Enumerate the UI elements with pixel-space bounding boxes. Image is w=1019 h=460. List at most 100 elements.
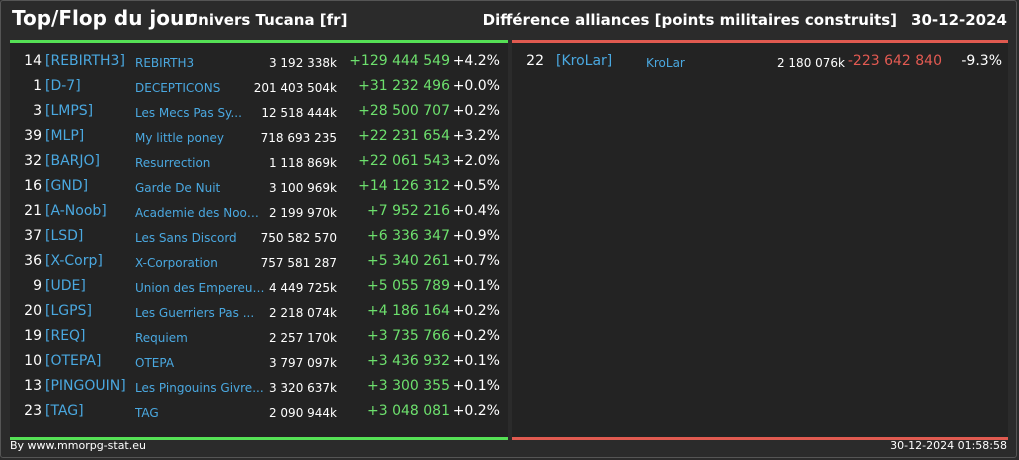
points-cell: 1 118 869k: [268, 156, 337, 170]
percent-cell: +0.1%: [452, 378, 500, 394]
alliance-tag-link[interactable]: [X-Corp]: [45, 253, 103, 269]
points-cell: 4 449 725k: [268, 281, 337, 295]
rank-cell: 9: [33, 278, 42, 294]
points-cell: 2 199 970k: [268, 206, 337, 220]
table-row: 36 [X-Corp] X-Corporation 757 581 287 +5 340…: [10, 247, 508, 272]
alliance-name-link[interactable]: Les Pingouins Givre...: [135, 381, 264, 395]
percent-cell: +0.2%: [452, 103, 500, 119]
top-panel: 14 [REBIRTH3] REBIRTH3 3 192 338k +129 444 5…: [10, 40, 508, 440]
alliance-tag-link[interactable]: [KroLar]: [556, 53, 613, 69]
table-row: 20 [LGPS] Les Guerriers Pas ... 2 218 074k +…: [10, 297, 508, 322]
alliance-name-link[interactable]: Resurrection: [135, 156, 211, 170]
footer-timestamp: 30-12-2024 01:58:58: [890, 439, 1007, 452]
alliance-name-link[interactable]: Union des Empereur...: [135, 281, 265, 295]
difference-cell: +5 340 261: [367, 253, 450, 269]
alliance-tag-link[interactable]: [LSD]: [45, 228, 84, 244]
rank-cell: 39: [24, 128, 42, 144]
alliance-name-link[interactable]: Les Sans Discord: [135, 231, 237, 245]
points-cell: 12 518 444k: [261, 106, 337, 120]
alliance-name-link[interactable]: X-Corporation: [135, 256, 218, 270]
alliance-tag-link[interactable]: [REQ]: [45, 328, 86, 344]
table-row: 39 [MLP] My little poney 718 693 235 +22 231…: [10, 122, 508, 147]
difference-cell: +6 336 347: [367, 228, 450, 244]
alliance-name-link[interactable]: Les Mecs Pas Sy...: [135, 106, 242, 120]
alliance-name-link[interactable]: Les Guerriers Pas ...: [135, 306, 255, 320]
percent-cell: +0.9%: [452, 228, 500, 244]
difference-cell: +22 061 543: [358, 153, 450, 169]
alliance-tag-link[interactable]: [REBIRTH3]: [45, 53, 125, 69]
points-cell: 2 218 074k: [268, 306, 337, 320]
rank-cell: 1: [33, 78, 42, 94]
header-date: 30-12-2024: [911, 11, 1007, 29]
difference-cell: -223 642 840: [847, 53, 942, 69]
points-cell: 3 192 338k: [268, 56, 337, 70]
difference-cell: +7 952 216: [367, 203, 450, 219]
alliance-tag-link[interactable]: [D-7]: [45, 78, 81, 94]
alliance-name-link[interactable]: Academie des Noob...: [135, 206, 265, 220]
alliance-name-link[interactable]: REBIRTH3: [135, 56, 195, 70]
table-row: 16 [GND] Garde De Nuit 3 100 969k +14 126 31…: [10, 172, 508, 197]
alliance-name-link[interactable]: TAG: [135, 406, 159, 420]
table-row: 37 [LSD] Les Sans Discord 750 582 570 +6 336…: [10, 222, 508, 247]
points-cell: 2 090 944k: [268, 406, 337, 420]
alliance-name-link[interactable]: DECEPTICONS: [135, 81, 221, 95]
points-cell: 757 581 287: [260, 256, 337, 270]
difference-cell: +3 735 766: [367, 328, 450, 344]
alliance-tag-link[interactable]: [GND]: [45, 178, 89, 194]
difference-cell: +129 444 549: [349, 53, 450, 69]
universe-label: Univers Tucana [fr]: [186, 11, 348, 29]
table-row: 1 [D-7] DECEPTICONS 201 403 504k +31 232 496…: [10, 72, 508, 97]
difference-cell: +3 436 932: [367, 353, 450, 369]
points-cell: 3 320 637k: [268, 381, 337, 395]
difference-cell: +14 126 312: [358, 178, 450, 194]
alliance-name-link[interactable]: Requiem: [135, 331, 188, 345]
alliance-name-link[interactable]: KroLar: [646, 56, 685, 70]
percent-cell: +0.1%: [452, 278, 500, 294]
footer-credit[interactable]: By www.mmorpg-stat.eu: [10, 439, 146, 452]
table-row: 23 [TAG] TAG 2 090 944k +3 048 081 +0.2%: [10, 397, 508, 422]
alliance-tag-link[interactable]: [LGPS]: [45, 303, 92, 319]
table-row: 22 [KroLar] KroLar 2 180 076k -223 642 840 -9…: [512, 47, 1008, 72]
header-right: Différence alliances [points militaires …: [483, 11, 1007, 29]
flop-panel: 22 [KroLar] KroLar 2 180 076k -223 642 840 -9…: [512, 40, 1008, 440]
difference-cell: +28 500 707: [358, 103, 450, 119]
difference-cell: +31 232 496: [358, 78, 450, 94]
alliance-tag-link[interactable]: [TAG]: [45, 403, 84, 419]
points-cell: 3 100 969k: [268, 181, 337, 195]
table-row: 10 [OTEPA] OTEPA 3 797 097k +3 436 932 +0.1%: [10, 347, 508, 372]
percent-cell: +0.4%: [452, 203, 500, 219]
alliance-name-link[interactable]: OTEPA: [135, 356, 175, 370]
rank-cell: 13: [24, 378, 42, 394]
rank-cell: 22: [526, 53, 544, 69]
alliance-tag-link[interactable]: [BARJO]: [45, 153, 100, 169]
difference-cell: +22 231 654: [358, 128, 450, 144]
alliance-tag-link[interactable]: [LMPS]: [45, 103, 94, 119]
rank-cell: 37: [24, 228, 42, 244]
points-cell: 2 257 170k: [268, 331, 337, 345]
table-row: 3 [LMPS] Les Mecs Pas Sy... 12 518 444k +28 …: [10, 97, 508, 122]
percent-cell: +0.5%: [452, 178, 500, 194]
rank-cell: 14: [24, 53, 42, 69]
difference-cell: +4 186 164: [367, 303, 450, 319]
alliance-name-link[interactable]: My little poney: [135, 131, 224, 145]
percent-cell: +4.2%: [452, 53, 500, 69]
rank-cell: 21: [24, 203, 42, 219]
rank-cell: 23: [24, 403, 42, 419]
subtitle: Différence alliances [points militaires …: [482, 11, 898, 29]
rank-cell: 20: [24, 303, 42, 319]
alliance-tag-link[interactable]: [A-Noob]: [45, 203, 107, 219]
alliance-tag-link[interactable]: [UDE]: [45, 278, 86, 294]
page-title: Top/Flop du jour: [12, 6, 195, 30]
percent-cell: +0.2%: [452, 328, 500, 344]
rank-cell: 16: [24, 178, 42, 194]
alliance-tag-link[interactable]: [PINGOUIN]: [45, 378, 126, 394]
alliance-name-link[interactable]: Garde De Nuit: [135, 181, 221, 195]
percent-cell: +0.7%: [452, 253, 500, 269]
table-row: 19 [REQ] Requiem 2 257 170k +3 735 766 +0.2%: [10, 322, 508, 347]
difference-cell: +3 048 081: [367, 403, 450, 419]
alliance-tag-link[interactable]: [OTEPA]: [45, 353, 102, 369]
alliance-tag-link[interactable]: [MLP]: [45, 128, 85, 144]
points-cell: 3 797 097k: [268, 356, 337, 370]
table-row: 21 [A-Noob] Academie des Noob... 2 199 970k…: [10, 197, 508, 222]
